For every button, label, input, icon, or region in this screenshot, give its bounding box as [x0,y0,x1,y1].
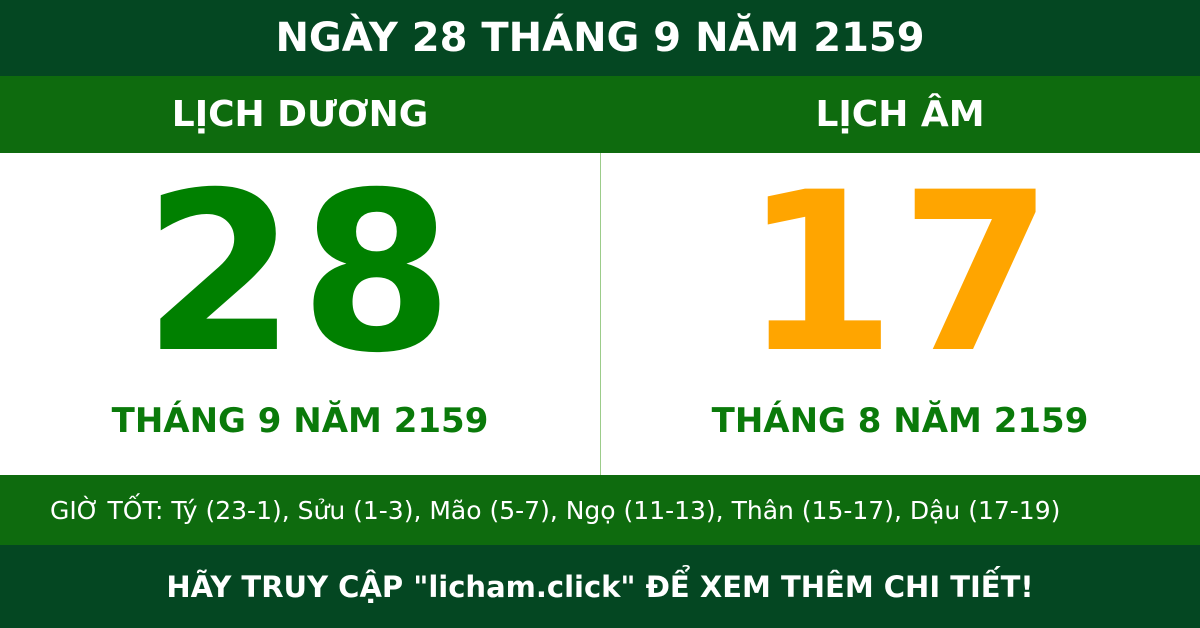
lunar-calendar-label: LỊCH ÂM [815,94,985,135]
lunar-day: 17 [742,145,1058,401]
lunar-column: 17 THÁNG 8 NĂM 2159 [600,153,1200,475]
calendar-body: 28 THÁNG 9 NĂM 2159 17 THÁNG 8 NĂM 2159 [0,153,1200,475]
solar-column: 28 THÁNG 9 NĂM 2159 [0,153,600,475]
column-divider [600,153,601,475]
page-title: NGÀY 28 THÁNG 9 NĂM 2159 [0,0,1200,76]
solar-day: 28 [142,145,458,401]
footer-cta: HÃY TRUY CẬP "licham.click" ĐỂ XEM THÊM … [0,545,1200,628]
calendar-headers: LỊCH DƯƠNG LỊCH ÂM [0,76,1200,153]
good-hours: GIỜ TỐT: Tý (23-1), Sửu (1-3), Mão (5-7)… [0,475,1200,545]
lunar-month-year: THÁNG 8 NĂM 2159 [711,401,1089,441]
solar-month-year: THÁNG 9 NĂM 2159 [111,401,489,441]
solar-calendar-label: LỊCH DƯƠNG [171,94,429,135]
